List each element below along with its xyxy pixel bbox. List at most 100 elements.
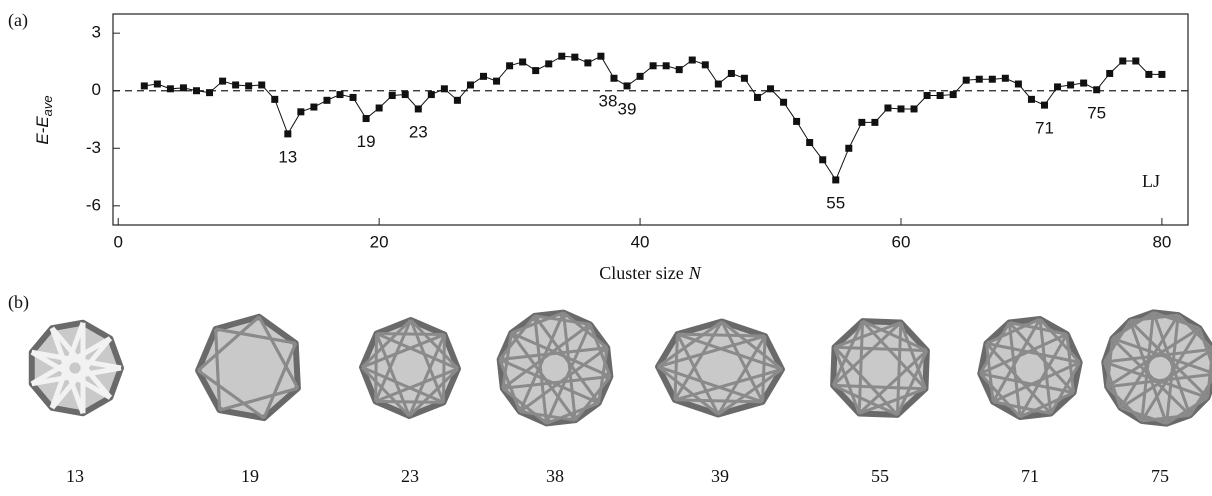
data-point — [584, 59, 591, 66]
x-label-text: Cluster size — [599, 263, 683, 283]
x-tick-label: 0 — [113, 232, 122, 251]
data-point — [793, 118, 800, 125]
data-point — [937, 92, 944, 99]
data-point — [480, 73, 487, 80]
structure-label: 55 — [871, 466, 889, 486]
data-point — [310, 104, 317, 111]
data-point — [676, 66, 683, 73]
data-point — [428, 91, 435, 98]
data-point — [819, 156, 826, 163]
data-point — [702, 61, 709, 68]
data-point — [219, 78, 226, 85]
data-point — [532, 67, 539, 74]
data-point — [271, 96, 278, 103]
data-point — [806, 139, 813, 146]
panel-label: (b) — [8, 292, 29, 313]
data-point — [519, 58, 526, 65]
structure-label: 13 — [66, 466, 84, 486]
annotation: 71 — [1035, 119, 1054, 138]
cluster-strut — [376, 401, 444, 402]
x-tick-label: 20 — [370, 232, 389, 251]
annotation: 23 — [409, 122, 428, 141]
data-point — [1119, 57, 1126, 64]
cluster-strut — [677, 334, 765, 336]
y-label-sub: ave — [40, 95, 55, 116]
data-point — [571, 54, 578, 61]
legend-text: LJ — [1142, 171, 1160, 191]
data-point — [1132, 57, 1139, 64]
data-point — [624, 82, 631, 89]
data-point — [284, 130, 291, 137]
x-axis-label: Cluster sizeN — [599, 263, 701, 283]
y-axis-label: E-Eave — [33, 95, 55, 144]
data-point — [728, 70, 735, 77]
data-point — [663, 62, 670, 69]
data-point — [650, 62, 657, 69]
plot-frame — [113, 14, 1188, 225]
data-point — [741, 75, 748, 82]
data-point — [454, 97, 461, 104]
data-point — [545, 60, 552, 67]
data-point — [897, 105, 904, 112]
data-point — [1080, 80, 1087, 87]
data-point — [141, 82, 148, 89]
data-point — [1106, 70, 1113, 77]
data-point — [389, 92, 396, 99]
data-point — [715, 81, 722, 88]
data-point — [245, 82, 252, 89]
data-point — [754, 94, 761, 101]
annotation: 13 — [278, 147, 297, 166]
y-tick-label: -3 — [86, 138, 101, 157]
y-tick-label: -6 — [86, 195, 101, 214]
data-point — [610, 75, 617, 82]
x-label-var: N — [688, 263, 702, 283]
data-point — [1028, 96, 1035, 103]
structure-label: 39 — [711, 466, 729, 486]
data-point — [376, 104, 383, 111]
data-point — [989, 76, 996, 83]
structure-label: 19 — [241, 466, 259, 486]
x-tick-label: 60 — [892, 232, 911, 251]
data-point — [637, 73, 644, 80]
data-point — [871, 119, 878, 126]
data-point — [884, 104, 891, 111]
data-point — [950, 91, 957, 98]
data-point — [206, 89, 213, 96]
data-point — [154, 81, 161, 88]
annotation: 55 — [826, 193, 845, 212]
annotation: 19 — [357, 132, 376, 151]
data-point — [467, 81, 474, 88]
data-point — [911, 105, 918, 112]
data-point — [363, 115, 370, 122]
cluster-strut — [443, 335, 444, 403]
data-point — [506, 62, 513, 69]
data-point — [350, 94, 357, 101]
data-point — [258, 81, 265, 88]
data-point — [1015, 81, 1022, 88]
y-tick-label: 0 — [92, 80, 101, 99]
structure-label: 38 — [546, 466, 564, 486]
data-point — [689, 57, 696, 64]
data-point — [858, 119, 865, 126]
y-label-text: E-E — [33, 116, 52, 145]
data-point — [832, 176, 839, 183]
data-point — [976, 76, 983, 83]
data-point — [402, 91, 409, 98]
data-point — [180, 84, 187, 91]
figure: (a) (b) LJ Cluster sizeN E-Eave 02040608… — [0, 0, 1212, 496]
structure-label: 71 — [1021, 466, 1039, 486]
data-point — [1158, 71, 1165, 78]
data-point — [558, 53, 565, 60]
data-point — [1093, 86, 1100, 93]
y-tick-label: 3 — [92, 23, 101, 42]
annotation: 75 — [1087, 103, 1106, 122]
data-point — [1054, 83, 1061, 90]
data-point — [323, 97, 330, 104]
data-point — [780, 99, 787, 106]
panel-label: (a) — [8, 10, 28, 31]
data-point — [441, 85, 448, 92]
annotation: 38 — [599, 92, 618, 111]
structure-label: 23 — [401, 466, 419, 486]
data-point — [1041, 102, 1048, 109]
data-point — [232, 81, 239, 88]
